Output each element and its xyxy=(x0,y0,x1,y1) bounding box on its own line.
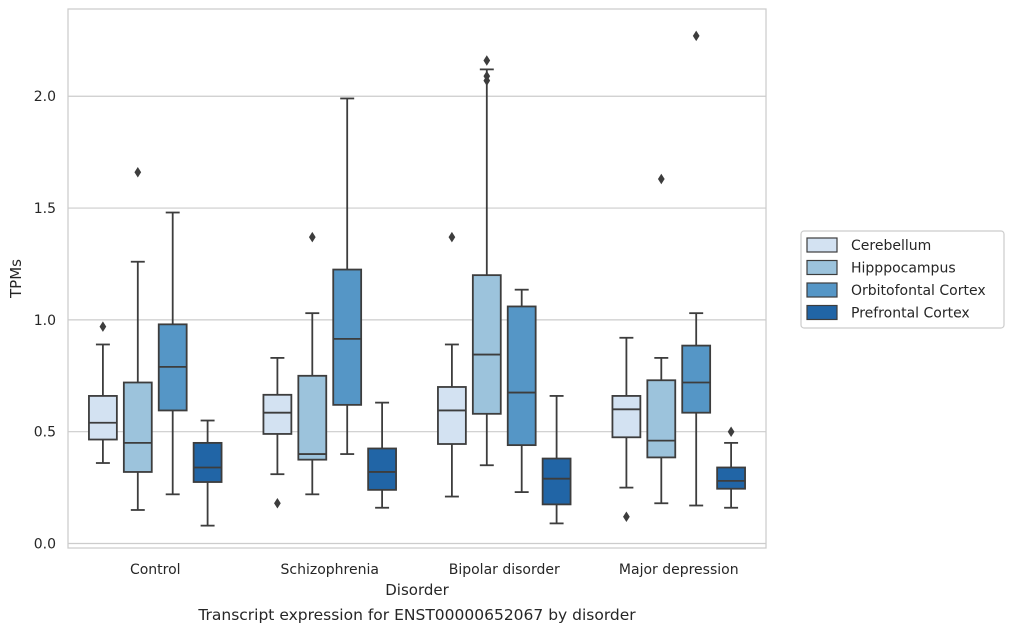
outlier-point xyxy=(483,70,491,82)
box xyxy=(297,374,328,461)
box-group xyxy=(506,288,537,493)
x-tick-label: Control xyxy=(130,562,181,578)
legend-label: Hipppocampus xyxy=(851,261,956,277)
legend-frame xyxy=(800,230,1005,329)
y-tick-label: 1.5 xyxy=(34,201,56,217)
box-group xyxy=(716,426,746,509)
box xyxy=(646,379,677,459)
box xyxy=(332,268,363,406)
y-tick-label: 0.5 xyxy=(34,425,56,441)
box xyxy=(541,457,572,506)
outlier-point xyxy=(692,30,700,42)
box xyxy=(506,305,537,447)
box xyxy=(437,386,467,445)
box xyxy=(262,393,293,435)
outlier-point xyxy=(274,498,281,509)
figure-caption: Transcript expression for ENST0000065206… xyxy=(198,606,636,624)
box-group xyxy=(88,321,118,464)
box-group xyxy=(681,30,712,507)
box-group xyxy=(157,211,188,496)
box xyxy=(716,466,746,490)
outlier-point xyxy=(623,511,630,522)
y-axis-ticks: 0.0 0.5 1.0 1.5 2.0 xyxy=(34,89,56,552)
legend: Cerebellum Hipppocampus Orbitofontal Corte… xyxy=(800,230,1005,329)
legend-swatch xyxy=(806,237,838,253)
box xyxy=(367,447,397,491)
x-tick-label: Schizophrenia xyxy=(281,562,379,578)
legend-label: Prefrontal Cortex xyxy=(851,306,970,322)
box-plot-series xyxy=(88,30,746,527)
outlier-point xyxy=(727,426,735,437)
outlier-point xyxy=(483,55,491,66)
outlier-point xyxy=(99,321,107,332)
box-group xyxy=(122,167,153,511)
legend-swatch xyxy=(806,282,838,298)
x-tick-label: Major depression xyxy=(619,562,739,578)
box xyxy=(192,441,223,483)
x-tick-label: Bipolar disorder xyxy=(449,562,560,578)
y-tick-label: 0.0 xyxy=(34,537,56,553)
box-group xyxy=(611,336,642,522)
legend-label: Orbitofontal Cortex xyxy=(851,283,986,299)
legend-label: Cerebellum xyxy=(851,238,931,254)
box xyxy=(122,381,153,473)
legend-swatch xyxy=(806,304,838,321)
outlier-point xyxy=(134,167,142,178)
box-group xyxy=(541,395,572,525)
box xyxy=(471,274,502,415)
box-group xyxy=(646,173,677,505)
box-group xyxy=(437,231,467,498)
y-axis-label: TPMs xyxy=(7,259,25,299)
box xyxy=(611,395,642,439)
box-group xyxy=(192,419,223,527)
outlier-point xyxy=(448,231,456,243)
box-group xyxy=(367,401,397,509)
legend-swatch xyxy=(806,259,838,276)
plot-frame xyxy=(67,8,767,549)
y-tick-label: 1.0 xyxy=(34,313,56,329)
box-group xyxy=(262,356,293,509)
outlier-point xyxy=(657,173,665,185)
outlier-point xyxy=(308,231,316,243)
box xyxy=(681,344,712,414)
box-group xyxy=(297,231,328,496)
box-group xyxy=(332,97,363,455)
box xyxy=(88,395,118,441)
x-axis-label: Disorder xyxy=(385,581,449,599)
y-tick-label: 2.0 xyxy=(34,89,56,105)
x-axis-ticks: Control Schizophrenia Bipolar disorder Majo… xyxy=(130,562,739,578)
box-group xyxy=(471,55,502,467)
